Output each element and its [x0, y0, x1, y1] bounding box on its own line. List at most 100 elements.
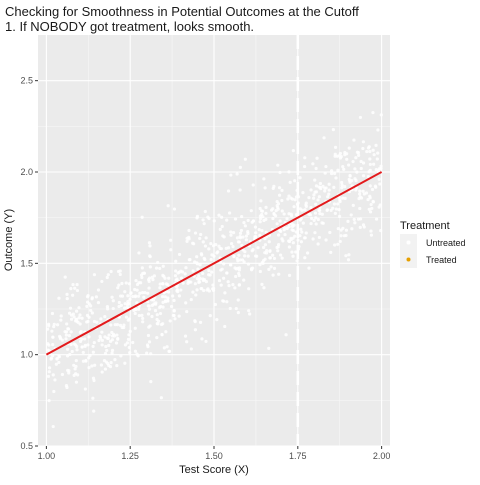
data-point — [78, 313, 82, 317]
data-point — [110, 295, 114, 299]
data-point — [100, 330, 104, 334]
data-point — [195, 276, 199, 281]
data-point — [269, 265, 273, 269]
data-point — [85, 295, 90, 299]
data-point — [287, 245, 292, 249]
data-point — [303, 164, 307, 169]
data-point — [353, 167, 357, 171]
data-point — [217, 278, 222, 283]
data-point — [60, 338, 64, 342]
data-point — [251, 183, 255, 187]
data-point — [223, 324, 227, 329]
data-point — [291, 254, 295, 258]
data-point — [131, 340, 135, 345]
data-point — [267, 240, 271, 244]
data-point — [202, 222, 206, 226]
data-point — [280, 188, 284, 192]
data-point — [336, 168, 340, 172]
data-point — [200, 287, 204, 291]
data-point — [359, 166, 363, 171]
data-point — [237, 271, 241, 276]
data-point — [83, 387, 87, 391]
data-point — [242, 260, 246, 264]
data-point — [160, 294, 165, 299]
data-point — [278, 170, 282, 175]
data-point — [313, 211, 318, 215]
data-point — [128, 351, 132, 355]
data-point — [155, 335, 159, 340]
data-point — [223, 291, 227, 295]
data-point — [136, 354, 140, 358]
data-point — [330, 171, 334, 176]
data-point — [324, 164, 328, 169]
y-tick-label: 1.5 — [20, 258, 33, 268]
data-point — [87, 366, 91, 370]
data-point — [87, 356, 91, 360]
data-point — [314, 216, 318, 220]
data-point — [147, 276, 152, 280]
data-point — [94, 295, 98, 299]
data-point — [352, 138, 356, 142]
data-point — [324, 238, 328, 242]
data-point — [141, 320, 145, 324]
data-point — [286, 197, 290, 201]
x-tick-label: 1.50 — [205, 451, 223, 461]
data-point — [207, 268, 211, 273]
data-point — [346, 219, 350, 224]
data-point — [69, 313, 74, 317]
data-point — [299, 227, 303, 231]
chart-title: Checking for Smoothness in Potential Out… — [5, 4, 359, 19]
data-point — [338, 199, 342, 204]
data-point — [332, 171, 337, 176]
data-point — [277, 186, 282, 190]
data-point — [338, 239, 342, 244]
data-point — [244, 238, 248, 242]
data-point — [123, 343, 128, 347]
data-point — [46, 327, 50, 331]
data-point — [228, 306, 232, 311]
data-point — [104, 344, 108, 349]
data-point — [322, 136, 326, 140]
data-point — [209, 241, 213, 246]
data-point — [104, 360, 108, 364]
data-point — [341, 226, 345, 230]
data-point — [311, 196, 316, 200]
data-point — [119, 294, 123, 298]
data-point — [264, 205, 268, 209]
data-point — [113, 323, 117, 327]
data-point — [87, 315, 91, 319]
data-point — [238, 188, 242, 192]
data-point — [155, 313, 159, 317]
data-point — [110, 330, 114, 335]
data-point — [220, 224, 224, 229]
data-point — [154, 302, 158, 306]
data-point — [204, 280, 208, 284]
data-point — [156, 322, 160, 326]
data-point — [161, 282, 165, 286]
data-point — [260, 212, 264, 217]
data-point — [298, 176, 302, 180]
data-point — [271, 207, 275, 211]
data-point — [366, 197, 370, 202]
data-point — [247, 309, 251, 313]
data-point — [183, 334, 188, 338]
data-point — [172, 207, 177, 211]
data-point — [146, 312, 151, 316]
data-point — [256, 246, 260, 250]
data-point — [215, 318, 219, 322]
data-point — [103, 335, 107, 339]
data-point — [368, 168, 372, 173]
data-point — [368, 184, 372, 188]
data-point — [147, 241, 152, 245]
data-point — [129, 291, 133, 295]
data-point — [117, 283, 121, 287]
data-point — [366, 174, 370, 179]
data-point — [361, 140, 365, 144]
data-point — [73, 286, 77, 290]
data-point — [183, 272, 187, 276]
data-point — [73, 367, 77, 371]
data-point — [287, 239, 291, 243]
legend: Treatment Untreated Treated — [400, 220, 466, 268]
data-point — [59, 314, 63, 318]
data-point — [229, 233, 233, 237]
